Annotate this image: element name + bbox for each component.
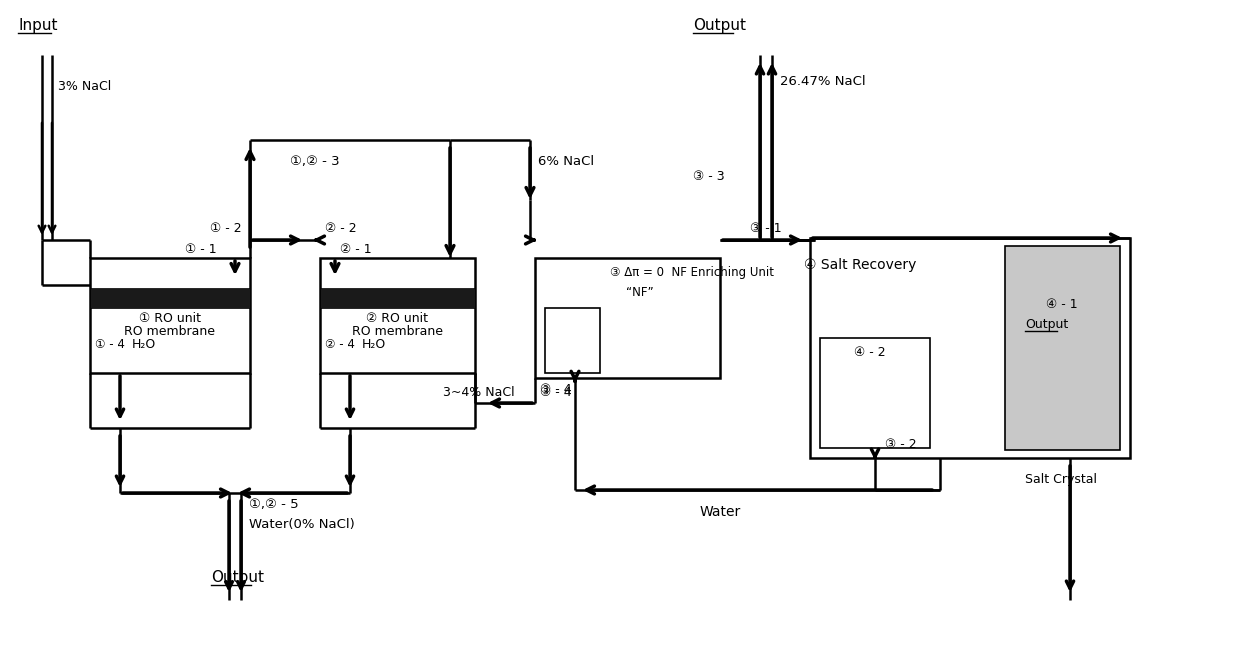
Bar: [810, 238, 1130, 458]
Text: ③ - 1: ③ - 1: [750, 222, 781, 235]
Text: RO membrane: RO membrane: [124, 325, 216, 338]
Text: Salt Crystal: Salt Crystal: [1025, 473, 1097, 486]
Bar: [534, 258, 720, 378]
Text: 6% NaCl: 6% NaCl: [538, 155, 594, 168]
Bar: [320, 288, 475, 308]
Text: ③ - 4: ③ - 4: [539, 383, 572, 396]
Text: ② RO unit: ② RO unit: [366, 312, 428, 325]
Text: 26.47% NaCl: 26.47% NaCl: [780, 75, 866, 88]
Text: Output: Output: [693, 18, 746, 33]
Text: ①,② - 3: ①,② - 3: [290, 155, 340, 168]
Text: “NF”: “NF”: [626, 286, 653, 299]
Text: Input: Input: [19, 18, 57, 33]
Text: ① - 1: ① - 1: [185, 243, 217, 256]
Text: ③ - 2: ③ - 2: [885, 438, 916, 451]
Text: ② - 2: ② - 2: [325, 222, 357, 235]
Bar: [820, 338, 930, 448]
Text: ② - 1: ② - 1: [340, 243, 372, 256]
Text: Water: Water: [701, 505, 742, 519]
Text: ③ Δπ = 0  NF Enriching Unit: ③ Δπ = 0 NF Enriching Unit: [610, 266, 774, 279]
Bar: [320, 258, 475, 373]
Bar: [546, 308, 600, 373]
Text: ①,② - 5: ①,② - 5: [249, 498, 299, 511]
Bar: [91, 288, 250, 308]
Bar: [91, 258, 250, 373]
Text: ① RO unit: ① RO unit: [139, 312, 201, 325]
Text: H₂O: H₂O: [362, 338, 386, 351]
Text: Output: Output: [1025, 318, 1068, 331]
Text: ④ Salt Recovery: ④ Salt Recovery: [804, 258, 916, 272]
Text: Water(0% NaCl): Water(0% NaCl): [249, 518, 355, 531]
Text: ① - 2: ① - 2: [210, 222, 242, 235]
Text: ④ - 1: ④ - 1: [1047, 298, 1078, 311]
Text: ① - 4: ① - 4: [95, 338, 125, 351]
Text: ② - 4: ② - 4: [325, 338, 355, 351]
Bar: [1004, 246, 1120, 450]
Text: ③ - 3: ③ - 3: [693, 170, 724, 183]
Text: H₂O: H₂O: [131, 338, 156, 351]
Text: Output: Output: [211, 570, 264, 585]
Text: ④ - 2: ④ - 2: [854, 346, 885, 359]
Text: RO membrane: RO membrane: [351, 325, 443, 338]
Text: 3% NaCl: 3% NaCl: [58, 80, 112, 93]
Text: 3~4% NaCl: 3~4% NaCl: [444, 386, 515, 399]
Text: ③ - 4: ③ - 4: [539, 386, 572, 399]
